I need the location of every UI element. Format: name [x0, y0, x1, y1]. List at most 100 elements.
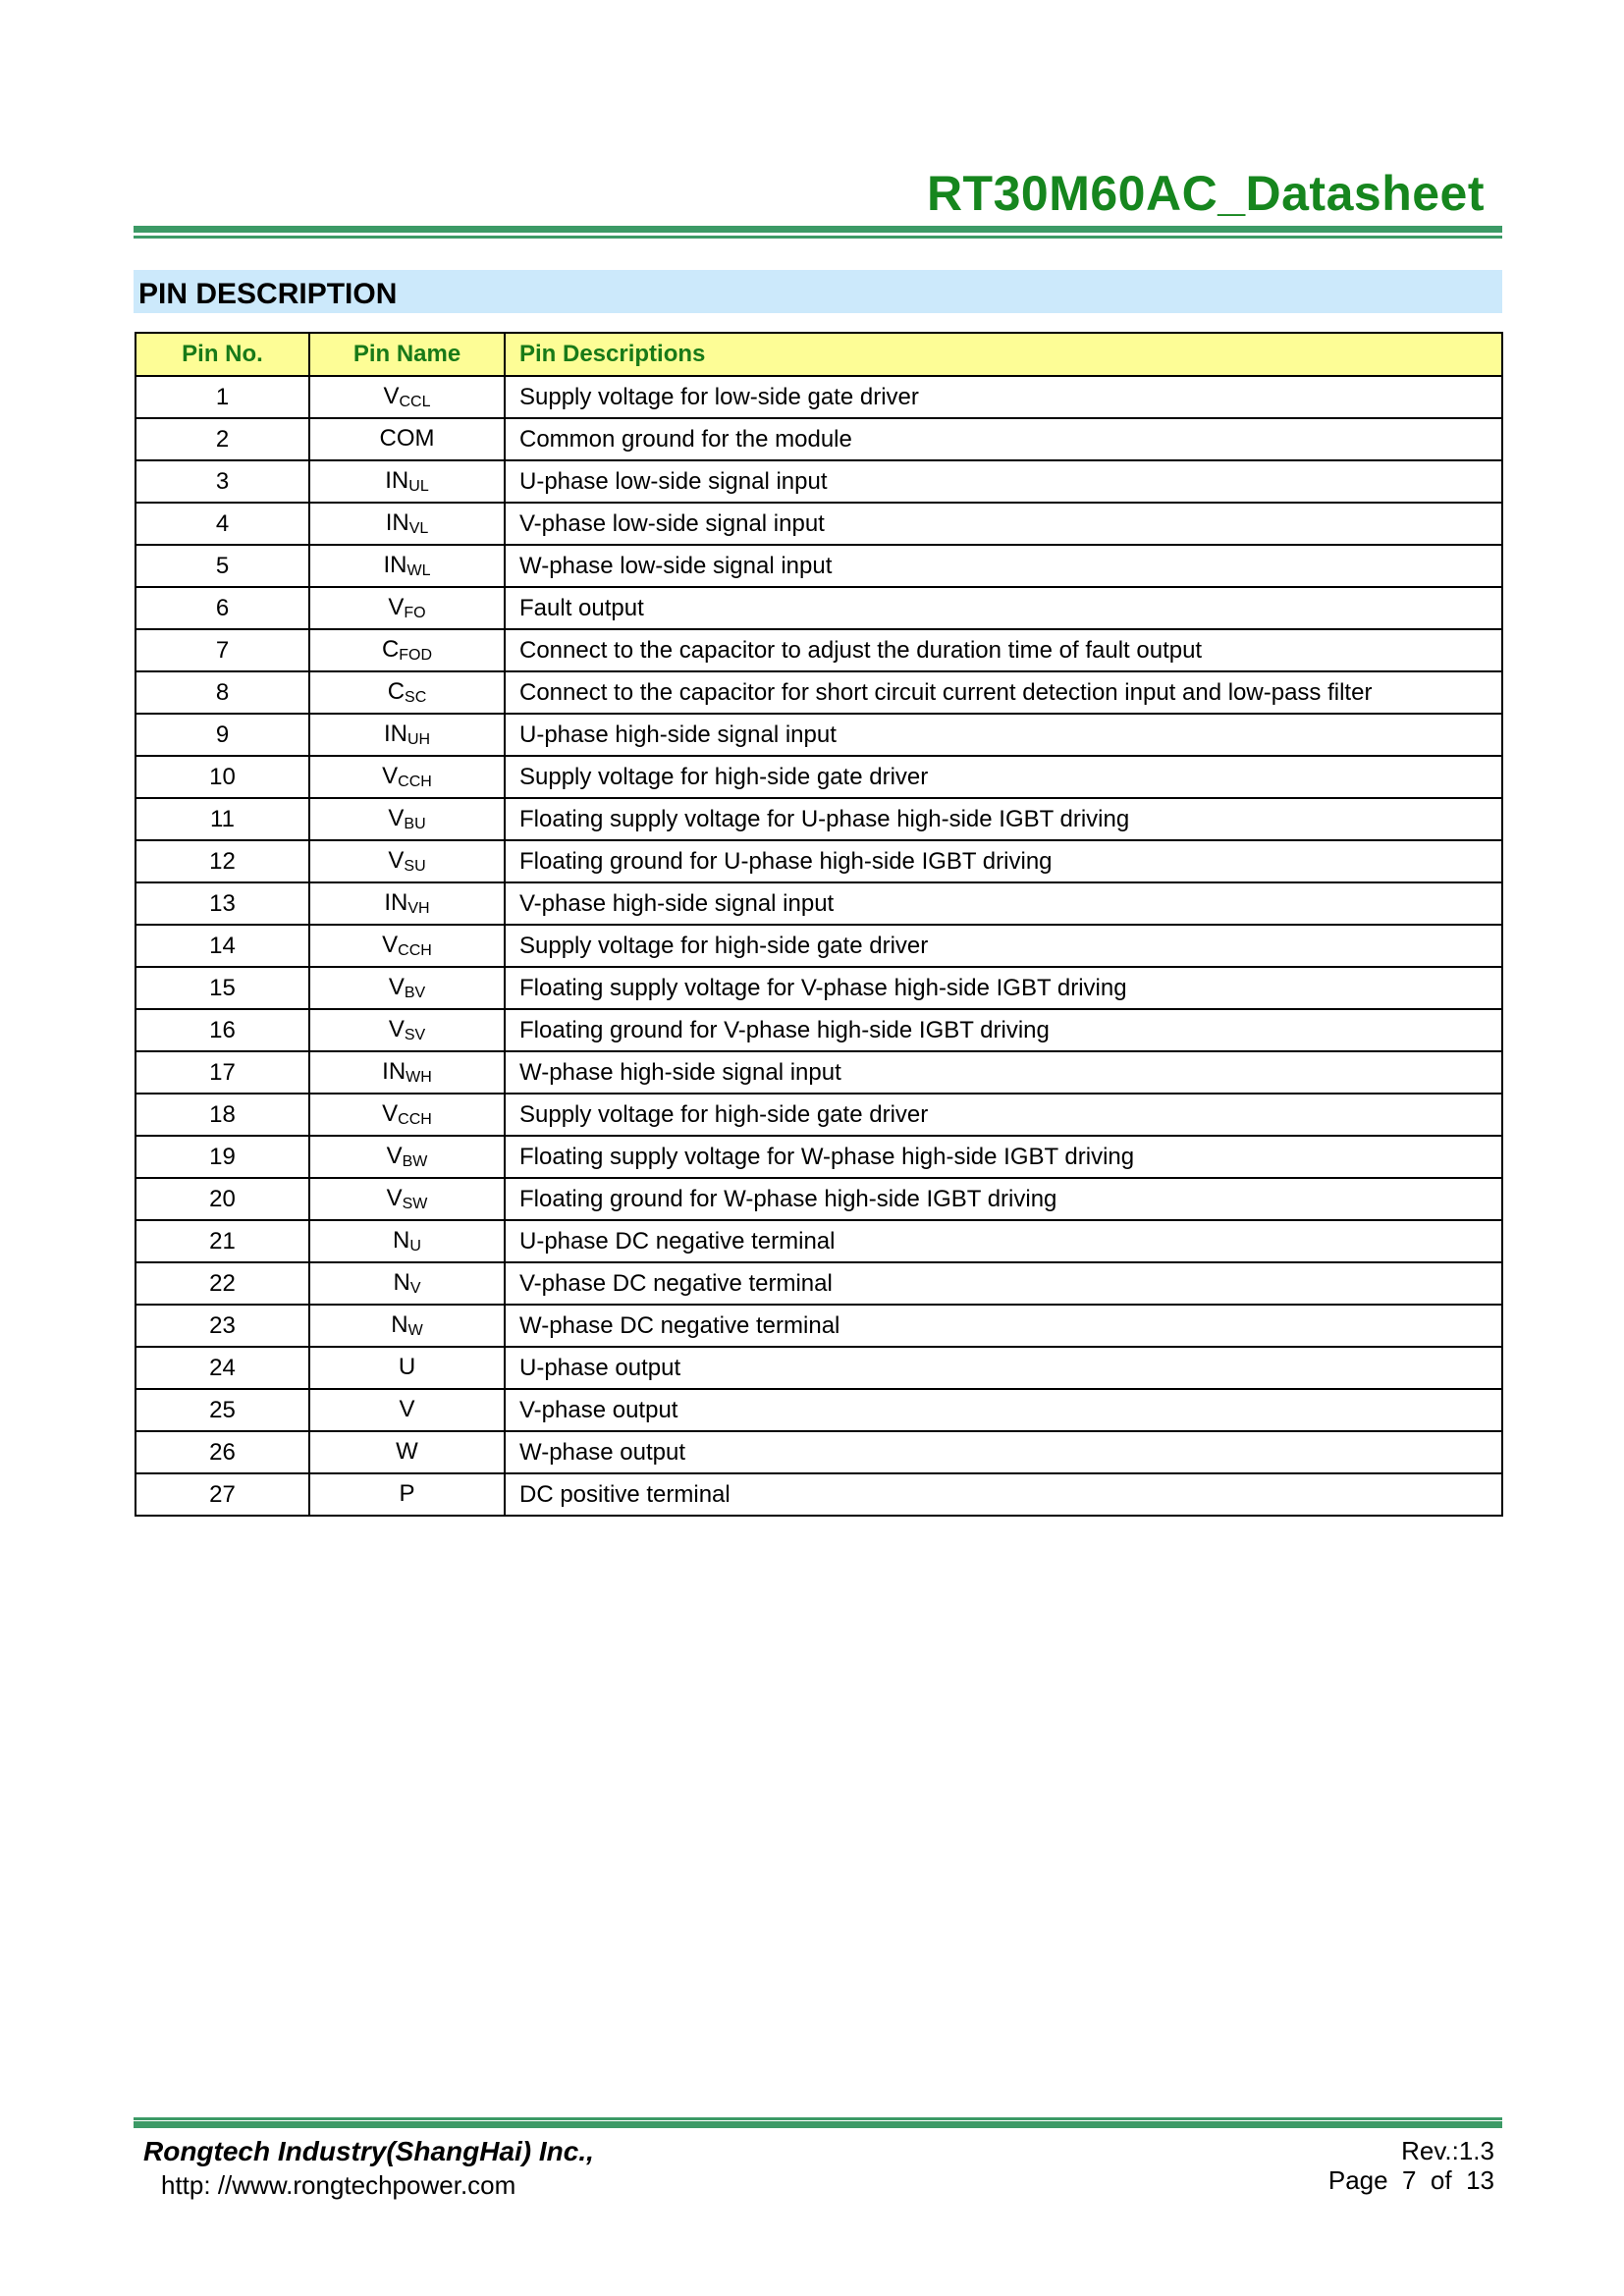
table-row: 24 U U-phase output	[135, 1346, 1503, 1390]
pin-name-subscript: CCH	[398, 1111, 432, 1128]
footer-rule	[134, 2121, 1502, 2128]
table-row: 13 INVH V-phase high-side signal input	[135, 881, 1503, 926]
pin-name: CFOD	[308, 628, 506, 672]
table-row: 6 VFO Fault output	[135, 586, 1503, 630]
pin-name: NU	[308, 1219, 506, 1263]
pin-name: INVH	[308, 881, 506, 926]
pin-description: W-phase low-side signal input	[504, 544, 1503, 588]
footer-revision: Rev.:1.3	[1401, 2136, 1494, 2165]
footer-page-number: Page 7 of 13	[1327, 2165, 1494, 2195]
header-rule	[134, 226, 1502, 233]
table-row: 2 COM Common ground for the module	[135, 417, 1503, 461]
pin-name: VSU	[308, 839, 506, 883]
table-row: 1 VCCL Supply voltage for low-side gate dr…	[135, 375, 1503, 419]
pin-description: Floating ground for V-phase high-side IG…	[504, 1008, 1503, 1052]
pin-name-subscript: SC	[405, 689, 427, 706]
pin-name-base: IN	[383, 552, 407, 578]
pin-name-subscript: CCL	[399, 394, 431, 410]
pin-number: 3	[135, 459, 310, 504]
pin-number: 18	[135, 1093, 310, 1137]
pin-name-base: V	[388, 594, 405, 620]
pin-name: VBV	[308, 966, 506, 1010]
pin-number: 16	[135, 1008, 310, 1052]
table-row: 16 VSV Floating ground for V-phase high-si…	[135, 1008, 1503, 1052]
pin-table: Pin No. Pin Name Pin Descriptions 1 VCCL S…	[135, 332, 1503, 1517]
table-row: 21 NU U-phase DC negative terminal	[135, 1219, 1503, 1263]
pin-name-subscript: FOD	[399, 647, 433, 664]
pin-name-base: V	[388, 847, 405, 874]
pin-name-base: IN	[383, 721, 407, 747]
pin-name: W	[308, 1430, 506, 1474]
pin-name-base: V	[386, 1143, 403, 1169]
pin-name-base: IN	[385, 467, 409, 494]
pin-name: INWL	[308, 544, 506, 588]
table-row: 8 CSC Connect to the capacitor for short c…	[135, 670, 1503, 715]
table-row: 3 INUL U-phase low-side signal input	[135, 459, 1503, 504]
pin-description: Floating ground for U-phase high-side IG…	[504, 839, 1503, 883]
pin-description: Floating ground for W-phase high-side IG…	[504, 1177, 1503, 1221]
footer-company: Rongtech Industry(ShangHai) Inc.,	[143, 2136, 594, 2166]
pin-description: U-phase DC negative terminal	[504, 1219, 1503, 1263]
table-row: 22 NV V-phase DC negative terminal	[135, 1261, 1503, 1306]
pin-name-base: V	[382, 1100, 399, 1127]
pin-name-base: V	[388, 974, 405, 1000]
footer-url[interactable]: http: //www.rongtechpower.com	[161, 2170, 516, 2200]
table-row: 5 INWL W-phase low-side signal input	[135, 544, 1503, 588]
pin-name-subscript: CCH	[398, 774, 432, 790]
pin-description: Supply voltage for high-side gate driver	[504, 755, 1503, 799]
pin-name-base: U	[398, 1354, 416, 1380]
header-rule-thin	[134, 236, 1502, 239]
pin-name-base: COM	[379, 425, 435, 452]
pin-description: V-phase DC negative terminal	[504, 1261, 1503, 1306]
table-row: 9 INUH U-phase high-side signal input	[135, 713, 1503, 757]
pin-name: P	[308, 1472, 506, 1517]
table-row: 25 V V-phase output	[135, 1388, 1503, 1432]
pin-name: INUL	[308, 459, 506, 504]
pin-description: Floating supply voltage for V-phase high…	[504, 966, 1503, 1010]
pin-number: 26	[135, 1430, 310, 1474]
pin-number: 15	[135, 966, 310, 1010]
pin-description: Supply voltage for high-side gate driver	[504, 924, 1503, 968]
pin-number: 24	[135, 1346, 310, 1390]
pin-name-base: C	[387, 678, 406, 705]
pin-description: Connect to the capacitor to adjust the d…	[504, 628, 1503, 672]
pin-name-subscript: BW	[402, 1153, 428, 1170]
pin-name-subscript: SW	[402, 1196, 428, 1212]
pin-name-subscript: VH	[407, 900, 430, 917]
pin-description: U-phase output	[504, 1346, 1503, 1390]
pin-name-subscript: V	[409, 1280, 421, 1297]
pin-name: VCCH	[308, 1093, 506, 1137]
pin-name-base: N	[391, 1311, 408, 1338]
pin-name: V	[308, 1388, 506, 1432]
table-row: 4 INVL V-phase low-side signal input	[135, 502, 1503, 546]
pin-name-subscript: WL	[406, 562, 431, 579]
pin-name-base: N	[393, 1227, 410, 1254]
pin-name-subscript: BV	[404, 985, 426, 1001]
pin-number: 1	[135, 375, 310, 419]
pin-name: NW	[308, 1304, 506, 1348]
pin-name-base: V	[382, 932, 399, 958]
pin-description: Fault output	[504, 586, 1503, 630]
pin-name-base: V	[388, 1016, 405, 1042]
pin-name: VSV	[308, 1008, 506, 1052]
pin-name-base: V	[383, 383, 400, 409]
pin-number: 27	[135, 1472, 310, 1517]
pin-description: V-phase output	[504, 1388, 1503, 1432]
table-row: 26 W W-phase output	[135, 1430, 1503, 1474]
pin-name: VSW	[308, 1177, 506, 1221]
table-header-row: Pin No. Pin Name Pin Descriptions	[135, 332, 1503, 377]
pin-number: 10	[135, 755, 310, 799]
document-title: RT30M60AC_Datasheet	[926, 166, 1485, 221]
pin-name-base: C	[381, 636, 400, 663]
pin-name-base: V	[386, 1185, 403, 1211]
column-header-pin-no: Pin No.	[135, 332, 310, 377]
pin-name-subscript: CCH	[398, 942, 432, 959]
pin-name-base: IN	[384, 889, 408, 916]
pin-name-base: V	[388, 805, 405, 831]
pin-name: VBU	[308, 797, 506, 841]
pin-name-subscript: UL	[408, 478, 429, 495]
pin-number: 5	[135, 544, 310, 588]
pin-number: 11	[135, 797, 310, 841]
table-row: 15 VBV Floating supply voltage for V-phase…	[135, 966, 1503, 1010]
table-row: 14 VCCH Supply voltage for high-side gate …	[135, 924, 1503, 968]
